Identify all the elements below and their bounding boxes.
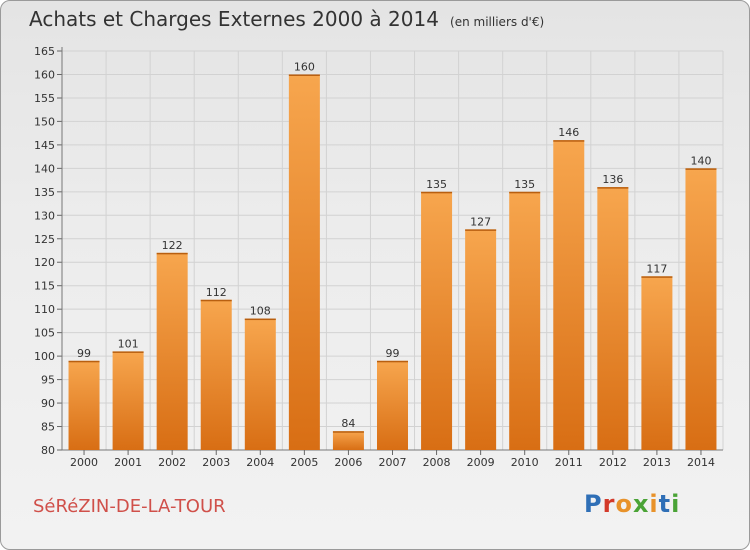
bar-value-label: 136 [602, 173, 623, 186]
bar [244, 318, 276, 450]
y-tick-label: 90 [41, 397, 55, 410]
y-tick-label: 160 [34, 68, 55, 81]
y-tick-label: 150 [34, 115, 55, 128]
y-tick-label: 165 [34, 45, 55, 58]
bar-value-label: 140 [690, 154, 711, 167]
bar [332, 431, 364, 450]
bar-value-label: 135 [426, 178, 447, 191]
bar-top-edge [244, 318, 276, 321]
bar-top-edge [509, 191, 541, 194]
bar-top-edge [68, 360, 100, 363]
y-tick-label: 145 [34, 139, 55, 152]
y-tick-label: 95 [41, 374, 55, 387]
x-tick-label: 2003 [202, 456, 230, 469]
y-tick-label: 135 [34, 186, 55, 199]
logo-letter: o [615, 490, 633, 518]
bar-value-label: 117 [646, 262, 667, 275]
bar [288, 74, 320, 451]
x-tick-label: 2004 [246, 456, 274, 469]
bar-top-edge [156, 252, 188, 255]
bar-value-label: 108 [250, 305, 271, 318]
y-tick-label: 115 [34, 280, 55, 293]
chart-title: Achats et Charges Externes 2000 à 2014 (… [29, 7, 544, 31]
bar-top-edge [641, 276, 673, 278]
bar [68, 360, 100, 450]
x-tick-label: 2000 [70, 456, 98, 469]
logo-letter: P [584, 490, 603, 518]
logo-letter: i [649, 490, 659, 518]
y-tick-label: 100 [34, 350, 55, 363]
bar [421, 191, 453, 450]
bar-top-edge [288, 74, 320, 76]
x-tick-label: 2007 [379, 456, 407, 469]
bar-value-label: 99 [386, 347, 400, 360]
bar-value-label: 84 [341, 417, 355, 430]
bar-top-edge [377, 360, 408, 363]
bar-top-edge [597, 187, 629, 189]
bar [112, 351, 144, 450]
bar-value-label: 122 [162, 239, 183, 252]
x-tick-label: 2011 [555, 456, 583, 469]
x-tick-label: 2014 [687, 456, 715, 469]
y-tick-label: 105 [34, 327, 55, 340]
bar-value-label: 112 [206, 286, 227, 299]
x-tick-label: 2006 [334, 456, 362, 469]
chart-unit-note: (en milliers d'€) [450, 15, 545, 29]
logo-letter: i [671, 490, 681, 518]
y-tick-label: 155 [34, 92, 55, 105]
x-tick-label: 2009 [467, 456, 495, 469]
y-tick-label: 130 [34, 209, 55, 222]
bar-value-label: 101 [118, 337, 139, 350]
x-tick-label: 2012 [599, 456, 627, 469]
commune-name: SéRéZIN-DE-LA-TOUR [33, 496, 226, 517]
bar-value-label: 135 [514, 178, 535, 191]
x-tick-label: 2002 [158, 456, 186, 469]
bar [377, 360, 408, 450]
y-tick-label: 125 [34, 233, 55, 246]
bar-top-edge [465, 229, 497, 231]
proxiti-logo: Proxiti [584, 490, 680, 518]
y-tick-label: 80 [41, 444, 55, 457]
x-tick-label: 2005 [290, 456, 318, 469]
bar-value-label: 127 [470, 215, 491, 228]
y-tick-label: 110 [34, 303, 55, 316]
bar-top-edge [332, 431, 364, 433]
bar [685, 168, 717, 450]
bar-top-edge [421, 191, 453, 194]
bar [641, 276, 673, 450]
bar-top-edge [112, 351, 144, 353]
bar [465, 229, 497, 450]
x-tick-label: 2001 [114, 456, 142, 469]
chart-title-text: Achats et Charges Externes 2000 à 2014 [29, 7, 439, 31]
x-tick-label: 2008 [423, 456, 451, 469]
bar [156, 252, 188, 450]
logo-letter: r [602, 490, 616, 518]
bar-value-label: 99 [77, 347, 91, 360]
bar [509, 191, 541, 450]
bar-top-edge [685, 168, 717, 170]
y-tick-label: 85 [41, 421, 55, 434]
y-tick-label: 140 [34, 162, 55, 175]
x-tick-label: 2013 [643, 456, 671, 469]
x-tick-label: 2010 [511, 456, 539, 469]
bar [597, 187, 629, 451]
logo-letter: t [658, 490, 672, 518]
bar [200, 299, 232, 450]
bar-top-edge [553, 140, 585, 142]
logo-letter: x [632, 490, 650, 518]
y-tick-label: 120 [34, 256, 55, 269]
bar-value-label: 160 [294, 60, 315, 73]
bar [553, 140, 585, 450]
bar-value-label: 146 [558, 126, 579, 139]
bar-top-edge [200, 299, 232, 302]
